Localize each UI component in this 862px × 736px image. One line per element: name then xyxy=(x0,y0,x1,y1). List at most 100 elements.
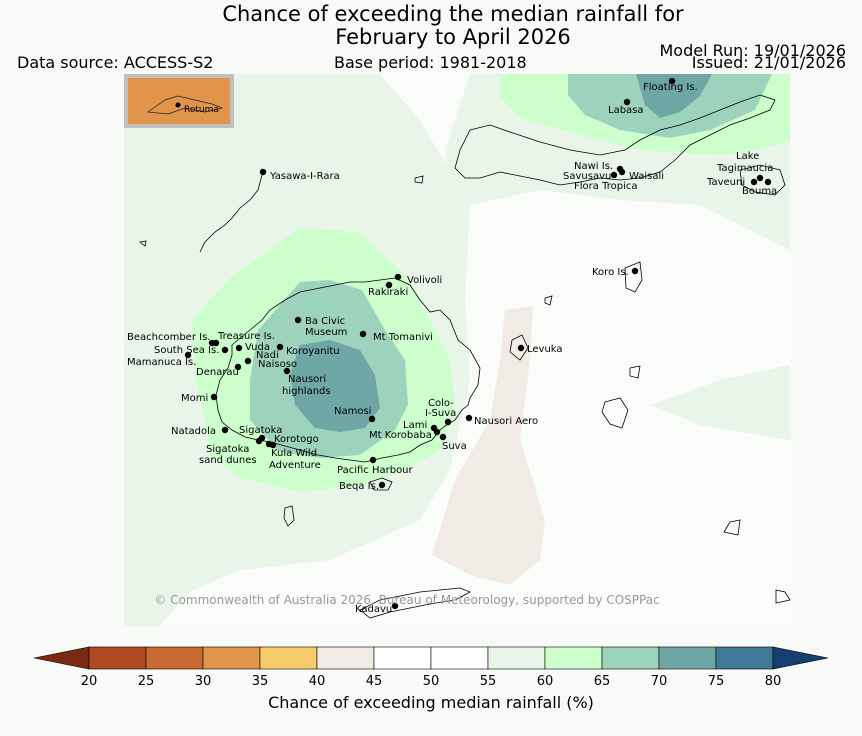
place-label-kadavu: Kadavu xyxy=(355,604,392,615)
place-label-korotogo: Korotogo xyxy=(274,434,319,445)
place-label-koroyanitu: Koroyanitu xyxy=(286,346,340,357)
place-label-bouma: Bouma xyxy=(742,186,777,197)
place-marker-suva xyxy=(439,433,447,441)
place-label-lami: Lami xyxy=(403,420,427,431)
place-label-sand-dunes: sand dunes xyxy=(199,455,257,466)
place-label-treasure-is: Treasure Is. xyxy=(217,331,275,342)
map-title-line2: February to April 2026 xyxy=(335,25,571,49)
yasawa-coast xyxy=(199,174,263,253)
coastlines xyxy=(139,94,791,619)
place-label-floating-is: Floating Is. xyxy=(643,82,698,93)
place-marker-mt-tomanivi xyxy=(359,330,367,338)
place-label-sigatoka: Sigatoka xyxy=(239,425,282,436)
small-island-1 xyxy=(283,505,295,527)
place-label-yasawa-i-rara: Yasawa-I-Rara xyxy=(269,171,340,182)
rotuma-label: Rotuma xyxy=(184,105,219,115)
model-run: Model Run: 19/01/2026 xyxy=(659,41,847,60)
place-label-highlands: highlands xyxy=(282,386,331,397)
place-label-museum: Museum xyxy=(305,327,347,338)
contour-55-60-east xyxy=(650,365,790,440)
place-label-lake-1: Lake xyxy=(736,151,759,162)
place-label-sigatoka-dunes: Sigatoka xyxy=(206,444,249,455)
place-marker-koro-is xyxy=(631,267,639,275)
place-marker-bouma xyxy=(764,178,772,186)
place-label-naisoso: Naisoso xyxy=(258,359,297,370)
vanua-levu-coast xyxy=(454,94,776,186)
place-marker-pacific-harbour xyxy=(369,456,377,464)
place-marker-south-sea-is xyxy=(221,346,229,354)
place-label-nadi: Nadi xyxy=(256,350,279,361)
place-label-beachcomber-is: Beachcomber Is. xyxy=(127,332,210,343)
place-marker-yasawa-i-rara xyxy=(259,168,267,176)
place-marker-levuka xyxy=(517,344,525,352)
gau-coast xyxy=(601,397,629,429)
place-label-levuka: Levuka xyxy=(527,344,563,355)
place-marker-treasure-is xyxy=(212,339,220,347)
place-label-savusavu: Savusavu xyxy=(563,171,611,182)
place-label-natadola: Natadola xyxy=(171,426,216,437)
place-marker-volivoli xyxy=(394,273,402,281)
place-marker-kadavu xyxy=(391,602,399,610)
place-marker-kula-wild xyxy=(269,441,277,449)
small-island-7 xyxy=(139,240,147,247)
place-label-namosi: Namosi xyxy=(334,406,371,417)
place-marker-nausori xyxy=(283,367,291,375)
small-island-2 xyxy=(723,519,741,536)
place-label-mt-tomanivi: Mt Tomanivi xyxy=(373,332,433,343)
place-marker-ba-civic xyxy=(294,316,302,324)
contour-55-60-sw xyxy=(124,580,200,626)
place-marker-mamanuca-is xyxy=(184,351,192,359)
place-marker-waisali xyxy=(618,168,626,176)
copyright-notice: © Commonwealth of Australia 2026, Bureau… xyxy=(154,593,659,607)
contour-40-45 xyxy=(432,306,545,585)
place-marker-koroyanitu xyxy=(276,343,284,351)
place-label-i-suva: I-Suva xyxy=(425,408,456,419)
beqa-coast xyxy=(369,477,393,491)
place-label-rakiraki: Rakiraki xyxy=(368,287,408,298)
place-marker-beqa-is xyxy=(378,481,386,489)
place-marker-nausori-aero xyxy=(465,414,473,422)
place-marker-denarau xyxy=(234,363,242,371)
place-markers xyxy=(184,77,772,610)
koro-coast xyxy=(624,261,643,293)
place-label-beqa-is: Beqa Is. xyxy=(339,481,379,492)
issued-date: Issued: 21/01/2026 xyxy=(691,53,846,72)
place-label-flora-tropica: Flora Tropica xyxy=(574,181,637,192)
place-label-mt-korobaba: Mt Korobaba xyxy=(369,430,432,441)
map-title-line1: Chance of exceeding the median rainfall … xyxy=(222,2,684,26)
place-label-waisali: Waisali xyxy=(629,171,664,182)
rotuma-inset: Rotuma xyxy=(124,74,234,128)
place-marker-vuda xyxy=(235,344,243,352)
small-island-5 xyxy=(414,175,424,184)
taveuni-coast xyxy=(739,164,786,196)
place-marker-tagimaucia xyxy=(756,174,764,182)
place-marker-taveuni xyxy=(750,178,758,186)
place-label-nausori-aero: Nausori Aero xyxy=(474,416,538,427)
place-marker-namosi xyxy=(368,415,376,423)
viti-levu-coast xyxy=(215,277,481,463)
kadavu-coast xyxy=(359,587,471,619)
data-source: Data source: ACCESS-S2 xyxy=(17,53,214,72)
place-label-nausori: Nausori xyxy=(288,374,326,385)
place-label-taveuni: Taveuni xyxy=(706,177,745,188)
place-label-nawi-is: Nawi Is. xyxy=(574,161,613,172)
place-marker-mt-korobaba xyxy=(433,428,441,436)
place-label-mamanuca-is: Mamanuca Is. xyxy=(127,357,196,368)
place-label-labasa: Labasa xyxy=(608,105,644,116)
place-label-vuda: Vuda xyxy=(245,342,270,353)
place-marker-labasa xyxy=(623,98,631,106)
small-island-6 xyxy=(629,365,641,379)
place-marker-i-suva xyxy=(444,418,452,426)
base-period: Base period: 1981-2018 xyxy=(334,53,527,72)
place-marker-savusavu xyxy=(610,171,618,179)
place-marker-natadola xyxy=(221,426,229,434)
place-label-south-sea-is: South Sea Is. xyxy=(154,345,219,356)
place-label-momi: Momi xyxy=(181,393,208,404)
contour-70-75-ne xyxy=(636,74,712,118)
place-marker-korotogo xyxy=(255,437,263,445)
place-label-colo: Colo- xyxy=(428,398,454,409)
inset-fill xyxy=(128,78,230,124)
rotuma-dot xyxy=(175,102,181,108)
rotuma-island xyxy=(147,95,224,115)
